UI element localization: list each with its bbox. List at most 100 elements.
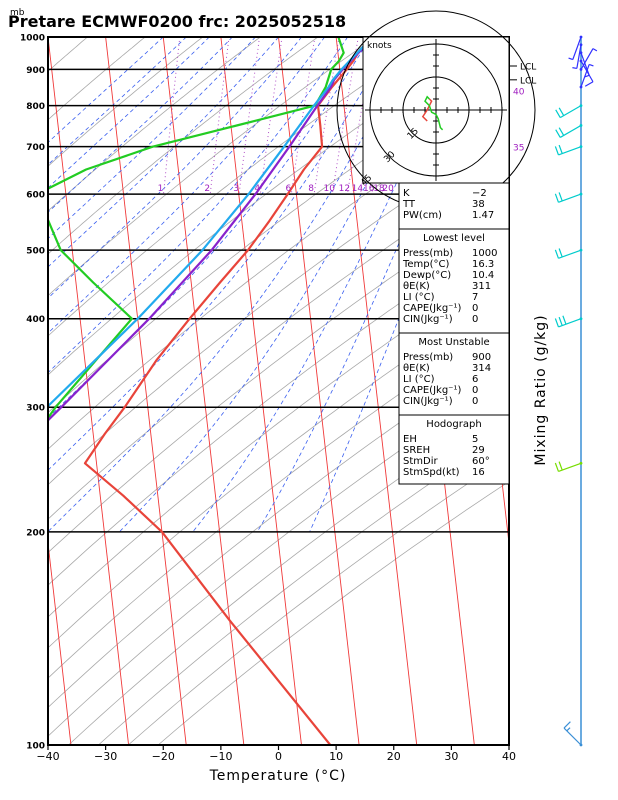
x-tick-label: 10	[329, 750, 343, 763]
x-tick-label: 0	[275, 750, 282, 763]
pressure-tick-label: 500	[26, 247, 45, 257]
dry-adiabat	[48, 37, 146, 121]
pressure-tick-label: 300	[26, 404, 45, 414]
wind-barb-dot	[579, 192, 583, 196]
parcel_virtual-line	[48, 37, 375, 422]
wind-barb	[563, 721, 583, 747]
index-name: θE(K)	[403, 363, 430, 374]
wind-barb-flag	[563, 721, 571, 729]
wind-barb-flag	[554, 462, 560, 472]
dry-adiabat	[48, 37, 319, 255]
wind-barb	[554, 192, 583, 203]
index-value: 38	[472, 199, 485, 210]
pressure-tick-label: 200	[26, 528, 45, 538]
pressure-tick-label: 100	[26, 742, 45, 752]
x-tick-label: 30	[444, 750, 458, 763]
parcel-line	[48, 37, 374, 408]
wind-barb-dot	[579, 743, 583, 747]
wind-barb-flag	[558, 248, 563, 258]
index-value: 1000	[472, 248, 497, 259]
mixing-ratio-tick-label: 8	[308, 184, 314, 194]
index-value: 0	[472, 303, 478, 314]
wind-barb	[554, 248, 583, 259]
mixing-ratio-tick-label: 1	[158, 184, 164, 194]
wind-barb	[554, 144, 583, 156]
wind-barb	[555, 104, 583, 119]
wind-barb-half-flag	[572, 67, 577, 70]
hodograph-units: knots	[367, 41, 392, 51]
isotherm	[0, 37, 13, 745]
index-name: Press(mb)	[403, 352, 453, 363]
dry-adiabat	[48, 37, 377, 297]
mixing-ratio-label: Mixing Ratio (g/kg)	[533, 314, 549, 465]
moist-adiabat	[48, 37, 372, 419]
mixing-ratio-tick-label: 10	[324, 184, 336, 194]
index-name: K	[403, 188, 410, 199]
index-value: 1.47	[472, 210, 494, 221]
sounding-profiles	[48, 37, 375, 745]
dry-adiabat	[48, 375, 509, 737]
isotherm	[48, 539, 72, 745]
wind-barb-flag	[554, 193, 560, 203]
x-tick-label: 40	[502, 750, 516, 763]
dry-adiabat	[48, 347, 509, 709]
table-section-title: Hodograph	[426, 419, 481, 430]
mixing-ratio-tick-label: 2	[204, 184, 210, 194]
index-name: PW(cm)	[403, 210, 442, 221]
x-tick-label: 20	[387, 750, 401, 763]
index-name: Temp(°C)	[402, 259, 450, 270]
temperature-line	[83, 37, 374, 745]
dry-adiabat	[48, 37, 261, 212]
index-value: 0	[472, 314, 478, 325]
mixing-ratio-tick-label: 20	[382, 184, 394, 194]
dry-adiabat	[48, 290, 509, 649]
chart-title: Pretare ECMWF0200 frc: 2025052518	[8, 12, 346, 31]
index-name: TT	[402, 199, 416, 210]
index-name: LI (°C)	[403, 374, 435, 385]
mixing-ratio-tick-label: 14	[352, 184, 364, 194]
mixing-ratio-tick-label: 12	[339, 184, 350, 194]
mixing-ratio-tick-label: 3	[233, 184, 239, 194]
moist-adiabat	[48, 37, 302, 299]
wind-barb	[579, 51, 590, 78]
index-value: 311	[472, 281, 491, 292]
index-name: Press(mb)	[403, 248, 453, 259]
mixing-ratio-tick-label: 18	[373, 184, 385, 194]
wind-barb-half-flag	[589, 63, 594, 67]
dry-adiabat	[48, 260, 509, 618]
index-value: 16.3	[472, 259, 494, 270]
mixing-ratio-tick-label: 16	[363, 184, 375, 194]
index-value: 900	[472, 352, 491, 363]
dry-adiabat	[48, 37, 89, 72]
pressure-tick-label: 700	[26, 143, 45, 153]
dry-adiabat	[48, 37, 204, 167]
index-value: 10.4	[472, 270, 494, 281]
index-value: 6	[472, 374, 478, 385]
isotherm	[335, 37, 418, 745]
dry-adiabat	[48, 165, 509, 520]
x-tick-label: −30	[94, 750, 117, 763]
index-name: CIN(Jkg⁻¹)	[403, 396, 453, 407]
wind-profile	[554, 35, 598, 747]
wind-barb-dot	[579, 317, 583, 321]
wind-barb-dot	[579, 35, 583, 39]
index-value: 60°	[472, 456, 490, 467]
hodograph-trace-high	[424, 95, 444, 131]
wind-barb-half-flag	[566, 727, 571, 732]
mixing-ratio-tick-label: 6	[285, 184, 291, 194]
wind-barb-flag	[558, 144, 563, 154]
pressure-tick-label: 800	[26, 102, 45, 112]
wind-barb-dot	[579, 85, 583, 89]
isotherm	[105, 37, 187, 745]
mixing-ratio-line	[313, 37, 340, 195]
wind-barb-staff	[580, 48, 594, 70]
index-value: 7	[472, 292, 478, 303]
moist-adiabat	[48, 37, 164, 143]
pressure-tick-label: 1000	[20, 34, 45, 44]
isotherm	[220, 37, 302, 745]
wind-barb-staff	[580, 52, 590, 76]
dry-adiabat	[48, 97, 509, 450]
index-name: CAPE(Jkg⁻¹)	[403, 385, 461, 396]
side-marker-label: 40	[513, 88, 525, 98]
index-name: SREH	[403, 445, 430, 456]
